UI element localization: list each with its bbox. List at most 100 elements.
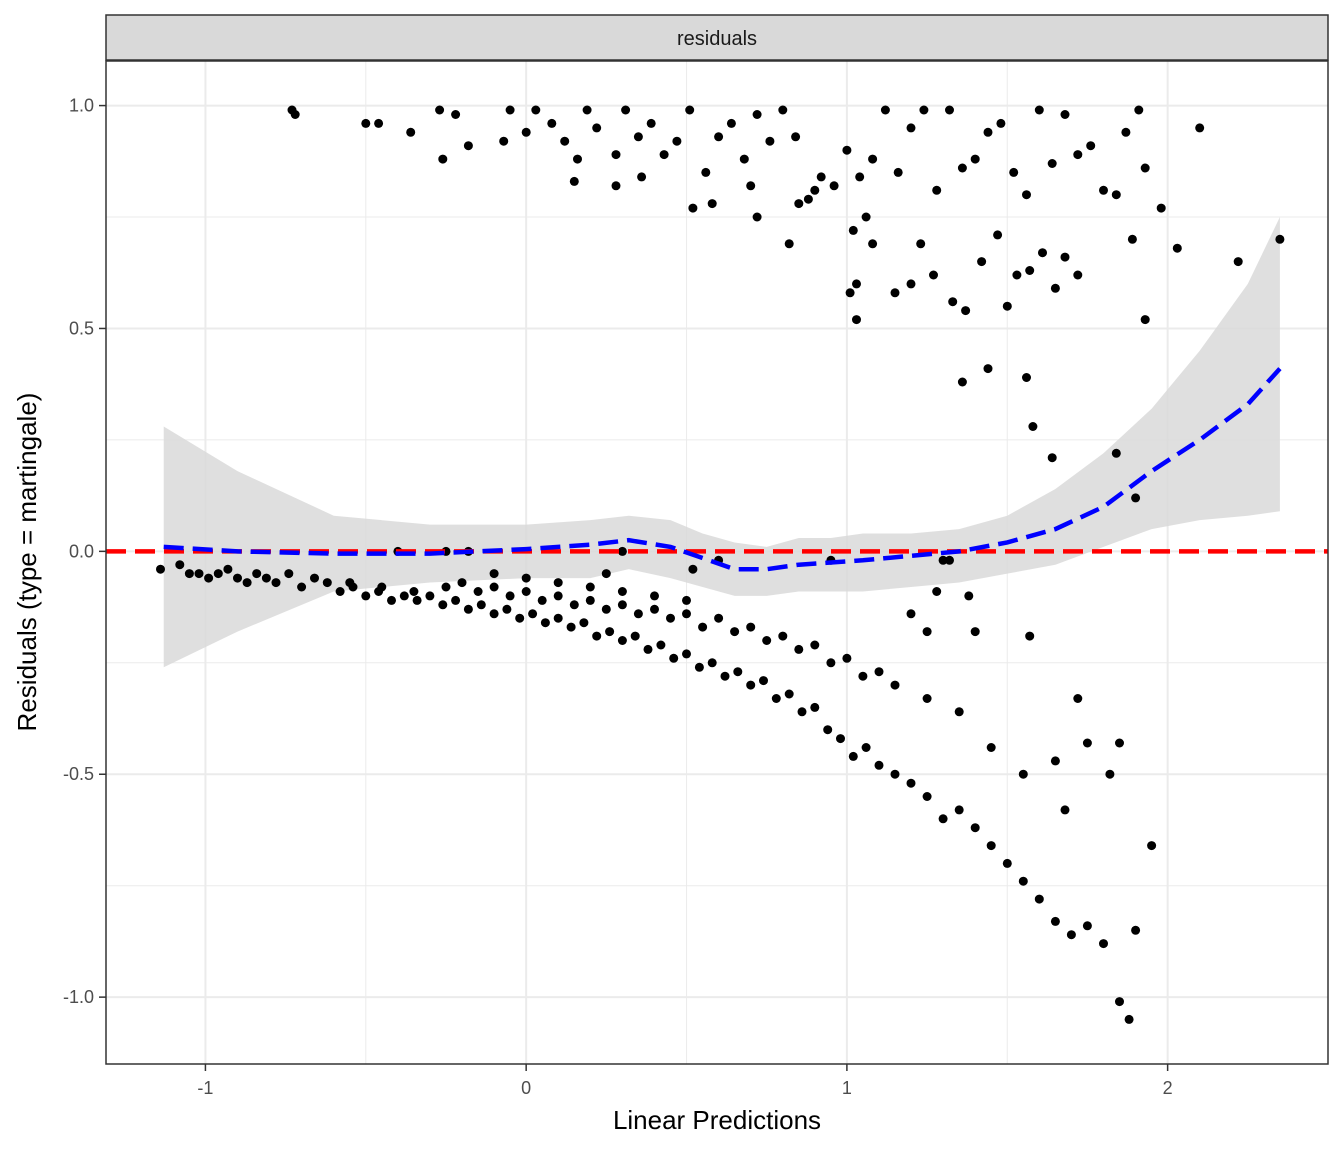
data-point — [553, 613, 563, 623]
data-point — [399, 591, 409, 601]
data-point — [553, 591, 563, 601]
data-point — [406, 127, 416, 137]
data-point — [983, 127, 993, 137]
data-point — [986, 841, 996, 851]
data-point — [752, 110, 762, 119]
data-point — [1082, 738, 1092, 748]
y-tick-label: -1.0 — [63, 987, 94, 1007]
data-point — [852, 315, 861, 325]
smooth-fit-line — [163, 367, 1282, 572]
data-point — [977, 257, 987, 267]
data-point — [752, 212, 762, 222]
facet-strip — [105, 14, 1329, 61]
data-point — [499, 136, 509, 146]
data-point — [726, 118, 736, 128]
data-point — [1060, 805, 1070, 815]
data-point — [1073, 270, 1083, 280]
data-point — [643, 644, 653, 654]
data-point — [547, 118, 557, 128]
data-point — [425, 591, 435, 601]
data-point — [746, 181, 756, 191]
y-tick-label: 0.0 — [69, 541, 94, 561]
data-point — [617, 546, 627, 556]
data-point — [650, 591, 659, 601]
data-point — [592, 123, 602, 133]
data-point — [387, 595, 396, 605]
data-point — [505, 591, 515, 601]
data-point — [528, 609, 538, 619]
data-point — [489, 582, 499, 592]
data-point — [637, 172, 647, 182]
x-tick-label: -1 — [197, 1078, 213, 1098]
y-tick-label: 0.5 — [69, 318, 94, 338]
data-point — [473, 587, 483, 596]
data-point — [213, 569, 223, 579]
data-point — [746, 680, 756, 690]
data-point — [842, 145, 852, 155]
data-point — [957, 163, 967, 173]
gridlines — [106, 61, 1328, 1064]
data-point — [505, 105, 515, 115]
data-point — [682, 609, 691, 619]
data-point — [1086, 141, 1096, 151]
data-point — [922, 694, 932, 703]
data-point — [585, 582, 595, 592]
data-point — [707, 658, 717, 668]
data-point — [297, 582, 307, 592]
data-point — [672, 136, 682, 146]
data-point — [252, 569, 262, 579]
data-point — [1022, 373, 1031, 382]
data-point — [836, 734, 845, 744]
data-point — [810, 702, 820, 712]
data-point — [412, 595, 422, 605]
data-point — [223, 564, 233, 574]
data-point — [573, 154, 582, 164]
data-point — [845, 288, 855, 298]
data-point — [803, 194, 813, 204]
data-point — [284, 569, 294, 579]
data-point — [435, 105, 445, 115]
data-point — [964, 591, 974, 601]
data-point — [582, 105, 592, 115]
data-point — [797, 707, 807, 717]
data-point — [1124, 1014, 1134, 1024]
data-point — [868, 154, 878, 164]
data-point — [707, 199, 717, 209]
data-point — [765, 136, 775, 146]
data-point — [1050, 756, 1060, 766]
data-point — [601, 569, 611, 579]
data-point — [932, 185, 942, 195]
data-point — [916, 239, 926, 249]
data-point — [290, 110, 300, 119]
data-point — [451, 110, 461, 119]
data-point — [1105, 769, 1115, 779]
data-point — [1111, 190, 1121, 200]
data-point — [233, 573, 242, 583]
x-tick-label: 0 — [521, 1078, 531, 1098]
data-point — [970, 823, 980, 833]
data-point — [271, 578, 281, 588]
data-point — [630, 631, 640, 641]
data-point — [861, 212, 871, 222]
data-point — [1111, 448, 1121, 458]
data-point — [617, 636, 627, 645]
y-axis-title: Residuals (type = martingale) — [12, 393, 42, 732]
data-point — [694, 662, 704, 672]
data-point — [954, 805, 964, 815]
data-point — [1018, 876, 1028, 886]
data-point — [688, 203, 698, 213]
data-point — [823, 725, 833, 735]
data-point — [922, 792, 932, 801]
data-point — [861, 743, 871, 752]
data-point — [1134, 105, 1144, 115]
data-point — [906, 279, 916, 289]
data-point — [540, 618, 550, 628]
data-point — [605, 627, 615, 637]
data-point — [1195, 123, 1205, 133]
data-point — [1121, 127, 1131, 137]
data-point — [650, 604, 659, 614]
data-point — [611, 150, 621, 160]
data-point — [970, 627, 980, 637]
data-point — [810, 185, 820, 195]
data-point — [569, 176, 579, 186]
